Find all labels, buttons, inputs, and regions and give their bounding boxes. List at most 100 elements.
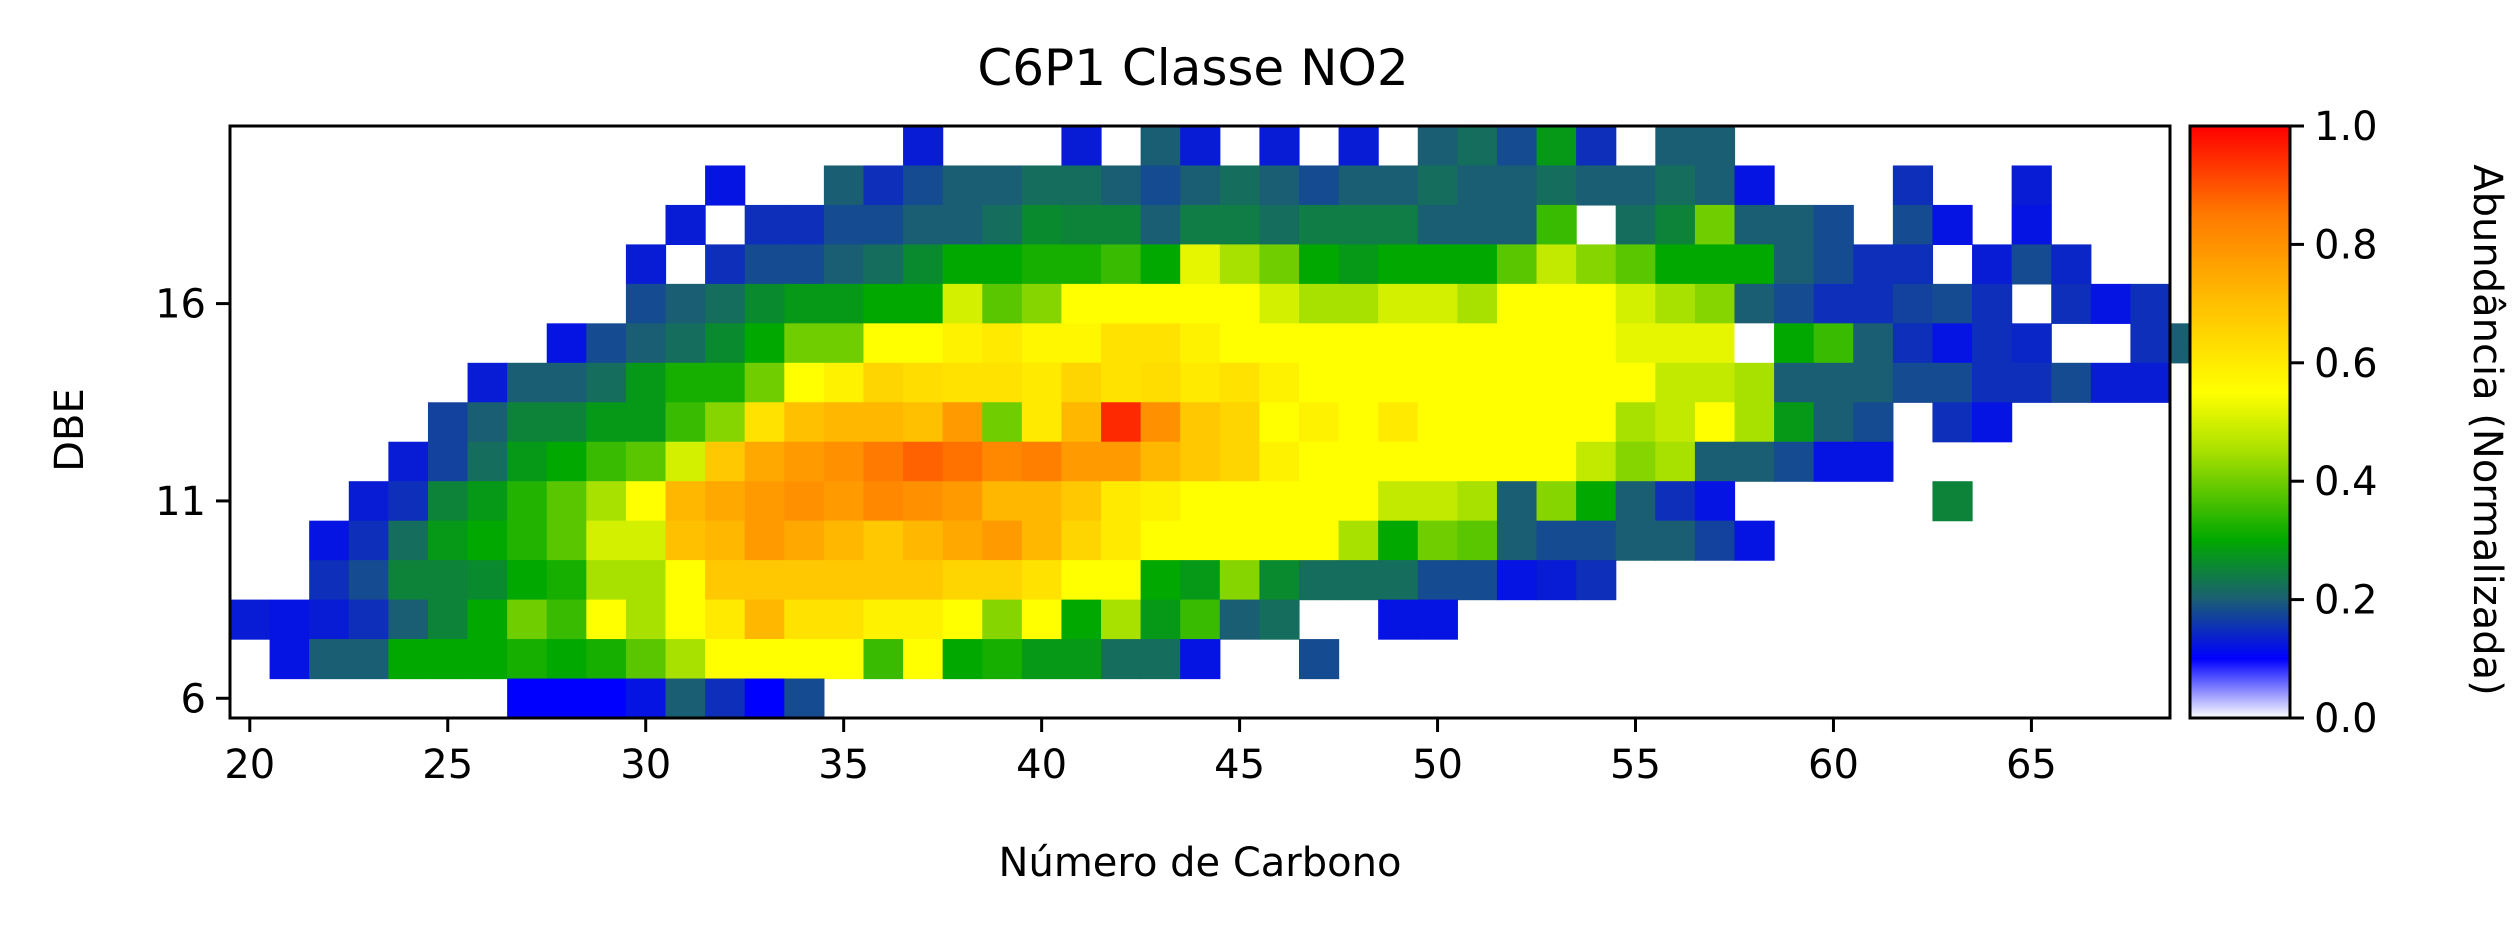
heatmap-cell (665, 323, 706, 364)
heatmap-cell (784, 639, 825, 680)
heatmap-cell (427, 560, 469, 601)
heatmap-cell (1298, 560, 1340, 601)
heatmap-cell (744, 481, 785, 522)
heatmap-cell (1853, 283, 1894, 324)
heatmap-cell (1734, 204, 1775, 245)
heatmap-cell (1734, 165, 1775, 206)
heatmap-cell (1219, 244, 1260, 285)
heatmap-cell (1813, 362, 1854, 403)
heatmap-cell (1576, 441, 1617, 482)
heatmap-cell (1140, 126, 1181, 167)
x-tick-label: 50 (1412, 742, 1463, 788)
heatmap-cell (784, 481, 825, 522)
heatmap-cell (1061, 481, 1102, 522)
heatmap-cell (467, 441, 508, 482)
heatmap-cell (1813, 323, 1854, 364)
heatmap-cell (863, 599, 904, 640)
heatmap-cell (823, 244, 865, 285)
heatmap-cell (1140, 599, 1181, 640)
heatmap-cell (1655, 126, 1696, 167)
heatmap-cell (1101, 204, 1142, 245)
heatmap-cell (2051, 244, 2092, 285)
heatmap-cell (1892, 323, 1934, 364)
heatmap-cell (665, 520, 706, 561)
heatmap-cell (1694, 126, 1736, 167)
heatmap-cell (1061, 323, 1102, 364)
heatmap-cell (744, 639, 785, 680)
chart-title: C6P1 Classe NO2 (977, 39, 1408, 97)
heatmap-cell (1932, 481, 1973, 522)
heatmap-cell (705, 244, 746, 285)
y-axis-ticks: 6 11 16 (155, 282, 230, 722)
heatmap-cell (1180, 402, 1221, 443)
heatmap-cell (2130, 283, 2171, 324)
heatmap-cell (705, 323, 746, 364)
heatmap-cell (744, 402, 785, 443)
heatmap-cell (1101, 362, 1142, 403)
heatmap-cell (1932, 362, 1973, 403)
heatmap-cell (1932, 283, 1973, 324)
heatmap-cell (665, 481, 706, 522)
heatmap-cell (1180, 283, 1221, 324)
heatmap-cell (1536, 362, 1577, 403)
heatmap-cell (1219, 599, 1260, 640)
heatmap-cell (507, 520, 548, 561)
heatmap-cell (942, 204, 983, 245)
heatmap-cell (1932, 323, 1973, 364)
heatmap-cell (744, 678, 785, 719)
heatmap-cell (1021, 402, 1063, 443)
heatmap-cell (982, 599, 1023, 640)
heatmap-cell (1655, 204, 1696, 245)
heatmap-cell (1021, 244, 1063, 285)
heatmap-cell (1259, 362, 1300, 403)
heatmap-cell (1219, 402, 1260, 443)
heatmap-cell (1734, 283, 1775, 324)
heatmap-cell (1813, 402, 1854, 443)
heatmap-cell (705, 560, 746, 601)
heatmap-cell (1496, 560, 1538, 601)
heatmap-cell (1298, 323, 1340, 364)
x-tick-label: 20 (224, 742, 275, 788)
heatmap-cell (1694, 402, 1736, 443)
heatmap-cell (507, 441, 548, 482)
heatmap-cell (863, 362, 904, 403)
heatmap-cell (1338, 126, 1379, 167)
heatmap-cell (1061, 441, 1102, 482)
heatmap-cell (863, 323, 904, 364)
heatmap-cell (1180, 323, 1221, 364)
heatmap-cell (348, 639, 389, 680)
colorbar-label: Abundância (Normalizada) (2464, 164, 2510, 696)
heatmap-cell (546, 678, 587, 719)
heatmap-cell (348, 481, 389, 522)
heatmap-cell (1655, 402, 1696, 443)
heatmap-cell (705, 599, 746, 640)
heatmap-cell (348, 599, 389, 640)
heatmap-cell (982, 283, 1023, 324)
heatmap-cell (1021, 165, 1063, 206)
heatmap-cell (1021, 520, 1063, 561)
heatmap-cell (1536, 441, 1577, 482)
heatmap-cell (863, 481, 904, 522)
heatmap-cell (1734, 402, 1775, 443)
heatmap-cell (982, 362, 1023, 403)
heatmap-cell (1536, 244, 1577, 285)
heatmap-cell (665, 560, 706, 601)
heatmap-cell (1496, 520, 1538, 561)
heatmap-cell (1576, 126, 1617, 167)
heatmap-cell (388, 639, 429, 680)
colorbar-tick-label: 1.0 (2314, 104, 2378, 150)
heatmap-cell (1259, 283, 1300, 324)
heatmap-cell (705, 362, 746, 403)
heatmap-cell (903, 283, 944, 324)
heatmap-cell (625, 678, 667, 719)
heatmap-cell (942, 441, 983, 482)
heatmap-cell (1576, 283, 1617, 324)
heatmap-cell (1972, 362, 2013, 403)
heatmap-cell (1734, 441, 1775, 482)
heatmap-cell (1338, 520, 1379, 561)
heatmap-cell (1021, 639, 1063, 680)
heatmap-cell (665, 441, 706, 482)
heatmap-cell (1101, 639, 1142, 680)
heatmap-cell (744, 244, 785, 285)
heatmap-cell (1378, 165, 1419, 206)
